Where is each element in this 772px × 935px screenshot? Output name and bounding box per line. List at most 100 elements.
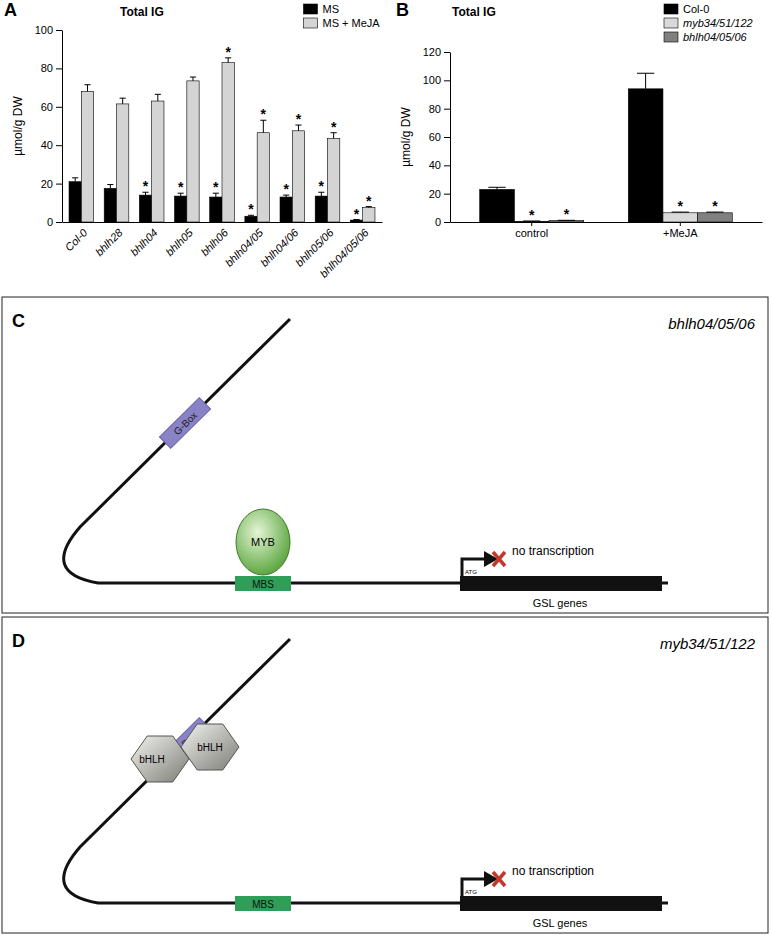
tss-arrow <box>462 559 486 576</box>
tick-label: 40 <box>429 159 441 171</box>
error-bar <box>155 94 161 101</box>
bar <box>222 63 234 222</box>
tick-label: bhlh06 <box>198 226 230 258</box>
factor-label: MYB <box>251 536 275 548</box>
legend-label: bhlh04/05/06 <box>683 31 747 43</box>
bar <box>363 208 375 222</box>
gene-body <box>460 896 662 911</box>
tick-mark <box>444 194 450 195</box>
y-tick: 20 <box>41 178 62 190</box>
status-label: no transcription <box>512 544 594 558</box>
tick-mark <box>444 137 450 138</box>
chart-title: Total IG <box>452 5 496 19</box>
bar <box>315 196 327 222</box>
myb-protein <box>236 509 290 575</box>
tick-label: bhlh04/05/06 <box>317 226 371 280</box>
y-axis-title: µmol/g DW <box>399 107 413 167</box>
tick-mark <box>531 222 532 226</box>
panel-frame <box>2 297 768 613</box>
bar <box>628 89 663 222</box>
panel-label: B <box>396 0 409 20</box>
error-bar <box>190 77 196 81</box>
significance-marker: * <box>225 44 231 60</box>
panel-title: myb34/51/122 <box>660 635 756 652</box>
tick-label: 120 <box>423 46 441 58</box>
tick-label: 60 <box>429 131 441 143</box>
y-tick: 120 <box>423 46 450 58</box>
tick-label: bhlh28 <box>93 226 125 258</box>
axis-line <box>450 53 451 223</box>
significance-marker: * <box>248 201 254 217</box>
y-axis: 020406080100120 <box>423 46 451 228</box>
significance-marker: * <box>366 193 372 209</box>
legend-label: MS + MeJA <box>323 17 381 29</box>
bar <box>104 188 116 222</box>
significance-marker: * <box>564 206 570 222</box>
tick-mark <box>56 184 62 185</box>
tick-mark <box>444 165 450 166</box>
tick-label: Col-0 <box>62 226 90 254</box>
bhlh-protein <box>181 724 239 770</box>
diagram-panel: Cbhlh04/05/06G-BoxMBSMYBGSL genesATGno t… <box>2 297 768 613</box>
plot-marks <box>480 73 733 222</box>
tick-mark <box>56 145 62 146</box>
y-tick: 0 <box>435 216 450 228</box>
tick-mark <box>444 109 450 110</box>
tick-label: +MeJA <box>663 227 698 239</box>
x-tick: bhlh04 <box>128 222 160 258</box>
dna-strand <box>64 319 668 583</box>
tick-label: bhlh05 <box>163 226 195 258</box>
significance-marker: * <box>529 207 535 223</box>
significance-marker: * <box>261 106 267 122</box>
tick-mark <box>444 222 450 223</box>
dna-strand <box>64 639 668 903</box>
legend-label: myb34/51/122 <box>683 17 753 29</box>
bhlh-protein <box>131 736 189 782</box>
start-label: ATG <box>465 889 477 895</box>
block-cross <box>493 872 505 886</box>
bar <box>139 195 151 222</box>
gene-body <box>460 576 662 591</box>
legend-swatch <box>664 18 678 28</box>
y-tick: 80 <box>41 62 62 74</box>
legend: Col-0 myb34/51/122 bhlh04/05/06 <box>664 3 753 43</box>
factor-label: bHLH <box>197 742 223 753</box>
tick-mark <box>56 222 62 223</box>
tick-label: 0 <box>47 216 53 228</box>
tick-mark <box>680 222 681 226</box>
y-tick: 60 <box>41 101 62 113</box>
tick-mark <box>444 52 450 53</box>
tick-label: 100 <box>35 24 53 36</box>
diagram-panel: Dmyb34/51/122G-BoxMBSbHLHbHLHGSL genesAT… <box>2 617 768 933</box>
error-bar <box>84 85 90 92</box>
bar <box>663 213 698 222</box>
tick-label: 20 <box>41 178 53 190</box>
axis-line <box>451 222 763 223</box>
x-axis: control+MeJA <box>451 222 763 239</box>
y-tick: 100 <box>423 74 450 86</box>
gene-label: GSL genes <box>533 917 588 929</box>
plot-marks <box>69 58 375 222</box>
y-tick: 60 <box>429 131 450 143</box>
mbs-label: MBS <box>252 899 274 910</box>
significance-marker: * <box>143 178 149 194</box>
mbs-box <box>235 896 291 911</box>
legend-label: Col-0 <box>683 3 709 15</box>
significance-marker: * <box>712 198 718 214</box>
error-bar <box>72 178 78 182</box>
tick-label: 40 <box>41 139 53 151</box>
bar <box>257 133 269 222</box>
mbs-box <box>235 576 291 591</box>
panel-label: A <box>4 0 17 20</box>
block-cross <box>493 552 505 566</box>
x-tick: bhlh05 <box>163 222 195 258</box>
bar <box>280 197 292 222</box>
factor-label: bHLH <box>139 754 165 765</box>
bar <box>69 182 81 222</box>
panel-frame <box>2 617 768 933</box>
bar <box>480 189 515 222</box>
panel-label: D <box>12 631 25 651</box>
g-box-label: G-Box <box>171 409 199 437</box>
significance-marker: * <box>678 198 684 214</box>
significance-marker: * <box>296 111 302 127</box>
